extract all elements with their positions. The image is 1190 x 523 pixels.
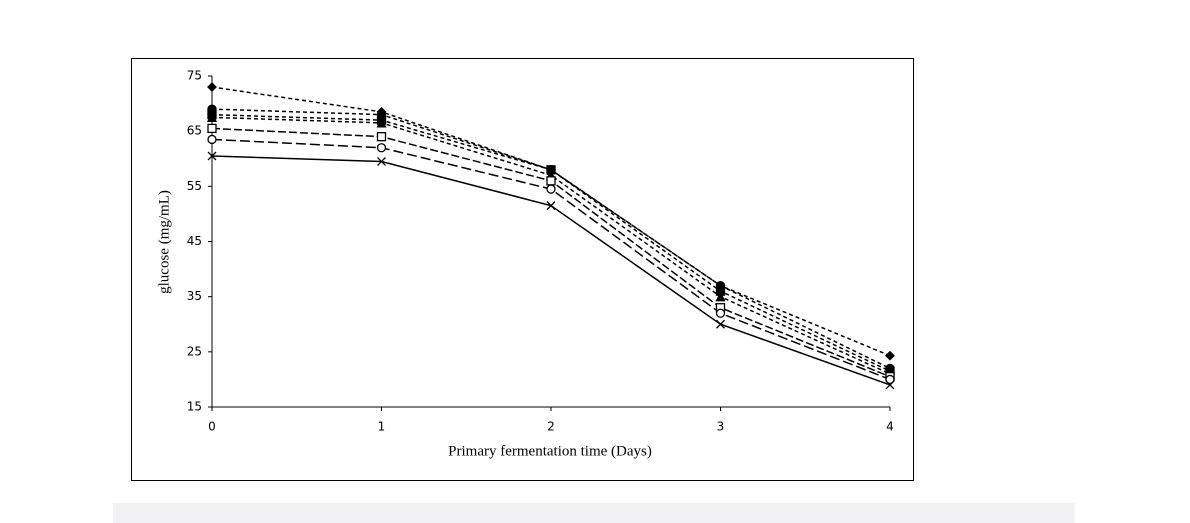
point [376, 117, 387, 128]
point [715, 308, 726, 318]
point [546, 176, 556, 186]
y-tick-label: 65 [187, 124, 202, 138]
x-tick-label: 0 [208, 420, 216, 434]
point [376, 132, 387, 142]
point [716, 319, 725, 329]
y-tick-label: 45 [187, 234, 202, 248]
point [885, 350, 895, 361]
chart: Primary fermentation time (Days) glucose… [131, 58, 914, 481]
y-tick-label: 75 [187, 69, 202, 83]
point [206, 111, 218, 123]
point [207, 123, 217, 134]
point [885, 374, 895, 385]
footer-bar [113, 503, 1075, 523]
x-tick-label: 4 [886, 420, 894, 434]
point [715, 291, 726, 302]
point [376, 143, 387, 153]
y-axis-title: glucose (mg/mL) [156, 190, 172, 294]
x-tick-label: 2 [547, 420, 555, 434]
series-line [211, 108, 891, 370]
point [207, 134, 217, 145]
point [207, 82, 217, 92]
chart-frame [131, 58, 914, 481]
y-tick-label: 35 [187, 289, 202, 303]
y-tick-label: 25 [187, 344, 202, 358]
x-tick-label: 3 [717, 420, 725, 434]
point [377, 157, 386, 166]
series-line [211, 116, 891, 375]
y-tick-label: 55 [187, 179, 202, 193]
x-tick-label: 1 [378, 420, 386, 434]
point [885, 380, 895, 390]
point [546, 184, 556, 194]
y-tick-label: 15 [187, 400, 202, 414]
point [546, 201, 556, 211]
x-axis-title: Primary fermentation time (Days) [448, 443, 652, 459]
point [207, 151, 217, 161]
